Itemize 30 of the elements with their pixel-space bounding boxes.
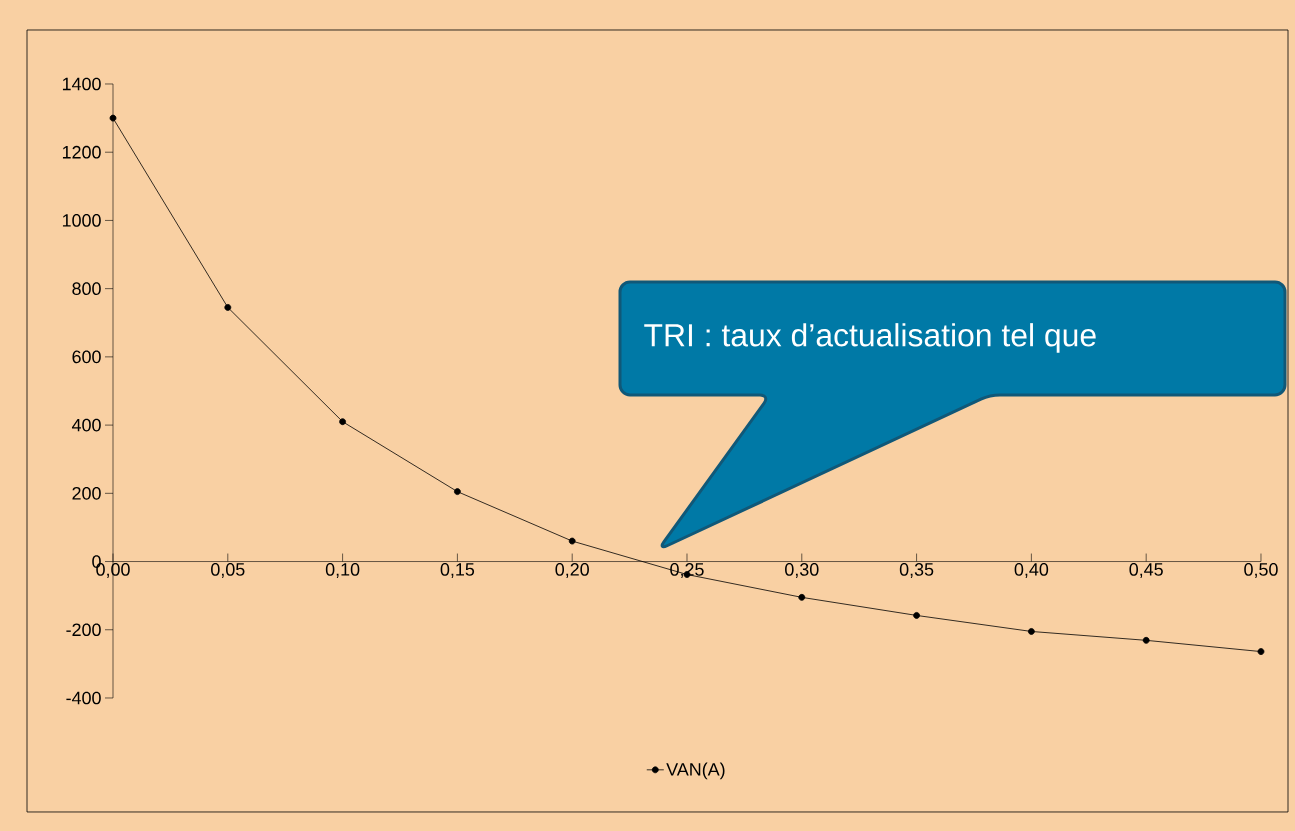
annotation: TRI : taux d’actualisation tel que [644, 323, 1096, 353]
x-tick-label: 0,30 [785, 563, 819, 578]
point [1257, 648, 1265, 655]
y-tick-label: -200 [66, 623, 101, 637]
y-tick-label: 1200 [62, 145, 101, 159]
x-tick-label: 0,05 [211, 563, 245, 578]
x-tick-label: 0,50 [1244, 563, 1278, 578]
legend-label: VAN(A) [666, 762, 725, 780]
y-tick-label: 400 [71, 418, 101, 432]
point [224, 304, 232, 311]
y-tick-label: 800 [72, 282, 101, 295]
x-tick-label: 0,20 [555, 563, 589, 578]
y-tick-label: 1000 [62, 214, 101, 227]
point [1142, 636, 1150, 644]
point [798, 593, 806, 601]
point [913, 612, 920, 619]
y-tick-label: 200 [72, 486, 101, 500]
point [454, 488, 461, 496]
x-tick-label: 0,35 [899, 563, 934, 578]
y-tick-label: 600 [72, 350, 101, 364]
point [1027, 628, 1035, 635]
x-tick-label: 0,10 [325, 563, 360, 578]
x-tick-label: 0,40 [1014, 563, 1049, 578]
point [568, 537, 576, 545]
point [109, 114, 117, 122]
y-tick-label: 1400 [62, 77, 101, 91]
x-tick-label: 0,15 [440, 563, 475, 578]
point [339, 418, 346, 426]
y-tick-label: -400 [66, 691, 101, 705]
x-tick-label: 0,45 [1129, 563, 1163, 578]
